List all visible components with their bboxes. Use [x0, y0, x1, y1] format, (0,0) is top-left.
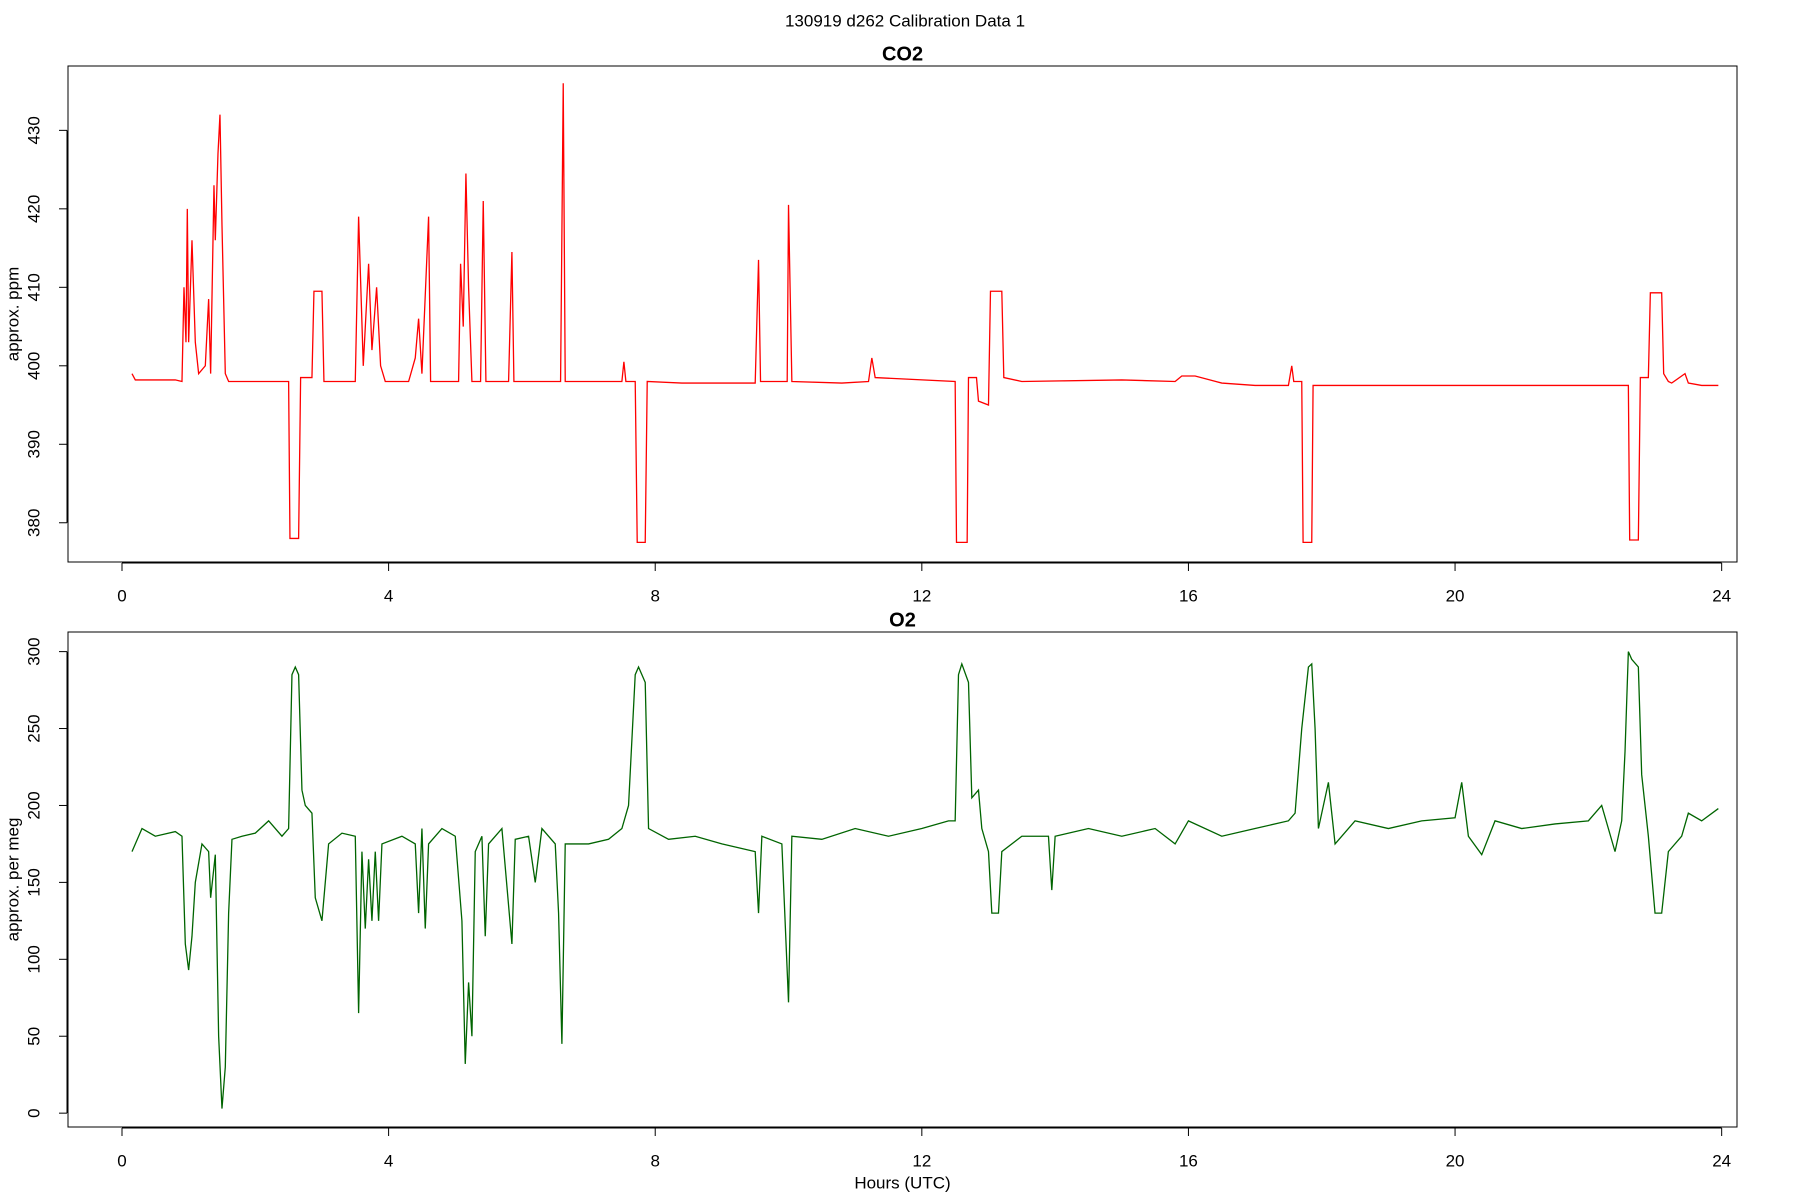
data-line	[131, 83, 1719, 544]
y-tick-label: 380	[24, 509, 43, 537]
y-tick-label: 0	[24, 1108, 43, 1117]
data-line	[131, 651, 1719, 1109]
x-tick-label: 8	[650, 586, 659, 605]
y-tick-label: 390	[24, 430, 43, 458]
x-tick-label: 0	[117, 586, 126, 605]
x-tick-label: 20	[1446, 586, 1465, 605]
x-tick-label: 20	[1446, 1151, 1465, 1170]
figure-title: 130919 d262 Calibration Data 1	[785, 11, 1025, 30]
y-tick-label: 250	[24, 714, 43, 742]
y-tick-label: 50	[24, 1027, 43, 1046]
x-tick-label: 0	[117, 1151, 126, 1170]
x-tick-label: 16	[1179, 1151, 1198, 1170]
x-tick-label: 12	[912, 1151, 931, 1170]
y-tick-label: 300	[24, 637, 43, 665]
x-tick-label: 16	[1179, 586, 1198, 605]
panel-title: O2	[889, 609, 916, 631]
y-tick-label: 410	[24, 273, 43, 301]
x-tick-label: 24	[1712, 1151, 1731, 1170]
x-tick-label: 12	[912, 586, 931, 605]
y-tick-label: 100	[24, 945, 43, 973]
y-tick-label: 430	[24, 116, 43, 144]
x-tick-label: 4	[384, 1151, 393, 1170]
x-axis-label: Hours (UTC)	[854, 1173, 950, 1192]
x-tick-label: 4	[384, 586, 393, 605]
y-axis-label: approx. per meg	[3, 818, 22, 942]
y-axis-label: approx. ppm	[3, 267, 22, 362]
x-tick-label: 24	[1712, 586, 1731, 605]
y-tick-label: 150	[24, 868, 43, 896]
plot-box	[67, 65, 1738, 563]
y-tick-label: 200	[24, 791, 43, 819]
plot-box	[67, 631, 1738, 1128]
x-tick-label: 8	[650, 1151, 659, 1170]
panel-title: CO2	[882, 43, 923, 65]
y-tick-label: 420	[24, 195, 43, 223]
y-tick-label: 400	[24, 352, 43, 380]
